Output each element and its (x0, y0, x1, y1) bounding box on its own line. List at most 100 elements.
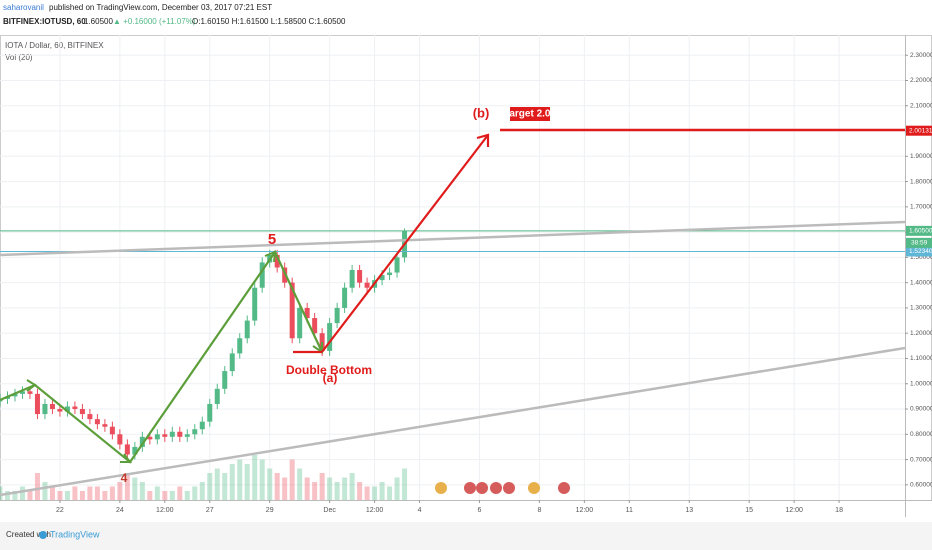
y-tick-label: 1.50000 (910, 254, 932, 261)
volume-bar (57, 491, 63, 500)
footer-brand[interactable]: TradingView (50, 529, 100, 539)
brand-logo (39, 531, 47, 539)
price-label-box (906, 246, 932, 257)
volume-bar (154, 486, 160, 500)
candle-body (252, 287, 258, 321)
x-tick-label: Dec (323, 507, 336, 514)
candle-body (289, 282, 295, 339)
candle-body (94, 419, 100, 425)
y-tick-label: 1.80000 (910, 178, 932, 185)
target-arrow (321, 134, 489, 353)
x-tick-label: 6 (478, 507, 482, 514)
x-tick-label: 29 (266, 507, 274, 514)
volume-bar (334, 482, 340, 500)
footer-bar (0, 522, 932, 550)
volume-bar (42, 482, 48, 500)
candle-body (27, 391, 33, 394)
candle-body (222, 371, 228, 389)
volume-bar (169, 491, 175, 500)
y-tick-label: 0.70000 (910, 456, 932, 463)
price-label: 1.52340 (909, 248, 932, 255)
drawings (0, 107, 906, 497)
candle-body (154, 434, 160, 440)
wave-a-label: (a) (323, 371, 338, 385)
volume-bar (49, 486, 55, 500)
wave-4-label: 4 (121, 471, 128, 485)
candle-body (334, 307, 340, 324)
volume-bar (394, 477, 400, 500)
target-label: Target 2.0$ (504, 109, 556, 120)
volume-bar (267, 468, 273, 500)
volume-bar (184, 491, 190, 500)
volume-bar (147, 491, 153, 500)
candle-body (184, 434, 190, 437)
candle-body (304, 307, 310, 319)
y-tick-label: 1.40000 (910, 279, 932, 286)
candle-body (342, 287, 348, 308)
x-tick-label: 24 (116, 507, 124, 514)
candle-body (207, 403, 213, 422)
x-tick-label: 11 (626, 507, 633, 514)
candle-body (102, 424, 108, 427)
candle-body (42, 403, 48, 415)
volume-bar (12, 491, 18, 500)
event-icon (476, 482, 488, 494)
x-tick-label: 13 (685, 507, 693, 514)
volume-bar (124, 473, 130, 500)
candle-body (327, 323, 333, 351)
candle-body (364, 282, 370, 288)
target-arrowhead (476, 133, 490, 147)
volume-bar (327, 477, 333, 500)
candle-body (169, 431, 175, 437)
candle-body (124, 444, 130, 455)
candle-body (394, 257, 400, 273)
wave-b-label: (b) (473, 105, 490, 120)
candle-body (79, 409, 85, 415)
candle-body (72, 406, 78, 410)
volume-bar (289, 459, 295, 500)
volume-bar (379, 482, 385, 500)
candle-body (274, 254, 280, 268)
volume-bar (319, 473, 325, 500)
volume-bar (237, 459, 243, 500)
volume-bar (19, 486, 25, 500)
y-tick-label: 1.70000 (910, 204, 932, 211)
volume-bar (64, 491, 70, 500)
y-tick-label: 1.30000 (910, 305, 932, 312)
ohlc: O:1.60150 H:1.61500 L:1.58500 C:1.60500 (192, 17, 346, 26)
volume-bar (357, 482, 363, 500)
candle-body (132, 446, 138, 455)
x-tick-label: 8 (537, 507, 541, 514)
volume-bar (297, 468, 303, 500)
volume-bar (282, 477, 288, 500)
candle-body (229, 353, 235, 372)
y-tick-label: 0.90000 (910, 406, 932, 413)
volume-bar (342, 477, 348, 500)
y-tick-label: 0.60000 (910, 482, 932, 489)
candle-body (34, 393, 40, 415)
price-label: 1.60500 (909, 228, 932, 235)
candle-body (312, 318, 318, 334)
x-tick-label: 22 (56, 507, 64, 514)
event-icon (558, 482, 570, 494)
candle-body (12, 393, 18, 397)
volume-bar (312, 482, 318, 500)
double-bottom-label: Double Bottom (286, 363, 372, 377)
y-tick-label: 2.30000 (910, 52, 932, 59)
x-tick-label: 12:00 (576, 507, 594, 514)
candle-body (162, 434, 168, 437)
target-box (510, 107, 550, 121)
candle-body (349, 270, 355, 288)
volume-bar (192, 486, 198, 500)
volume-bar (244, 464, 250, 500)
candle-body (259, 262, 265, 288)
candle-body (357, 270, 363, 283)
volume-bar (177, 486, 183, 500)
candle-body (19, 391, 25, 394)
volume-bar (94, 486, 100, 500)
legend-volume: Vol (20) (5, 53, 33, 62)
volume-bar (207, 473, 213, 500)
volume-bar (87, 486, 93, 500)
x-tick-label: 27 (206, 507, 214, 514)
